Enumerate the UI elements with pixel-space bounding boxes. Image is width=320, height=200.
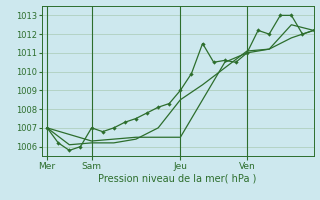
X-axis label: Pression niveau de la mer( hPa ): Pression niveau de la mer( hPa ) xyxy=(99,173,257,183)
